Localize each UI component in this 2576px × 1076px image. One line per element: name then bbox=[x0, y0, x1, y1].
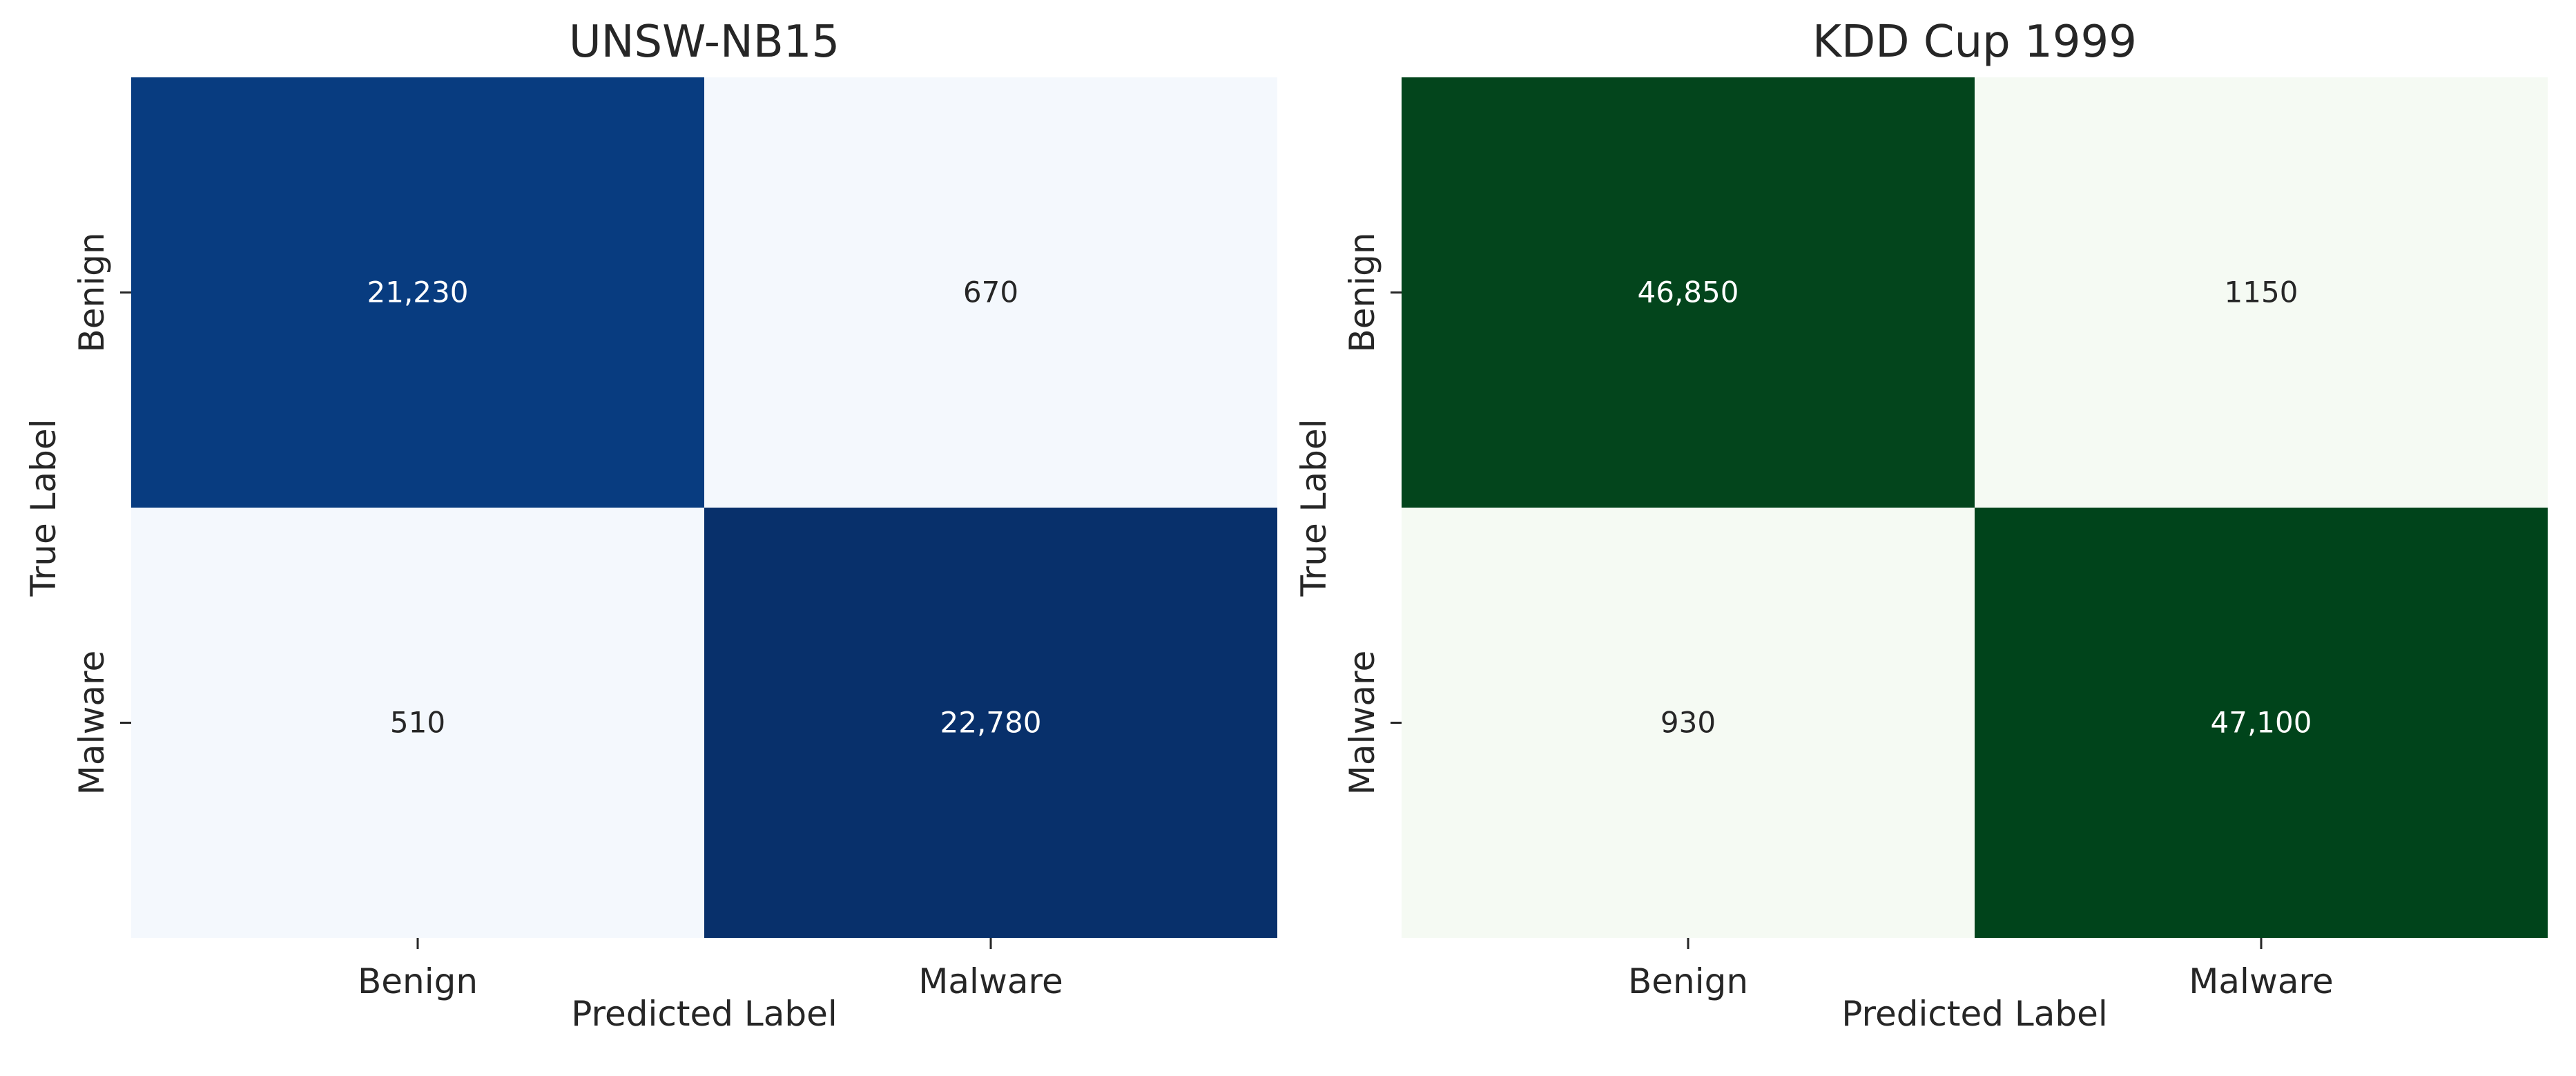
x-axis-label: Predicted Label bbox=[1841, 994, 2108, 1034]
heatmap-cell bbox=[131, 77, 704, 508]
cell-value-label: 47,100 bbox=[2211, 706, 2312, 740]
x-tick-label: Malware bbox=[2189, 961, 2333, 1001]
heatmap-cell bbox=[1402, 77, 1975, 508]
cell-value-label: 22,780 bbox=[940, 706, 1042, 740]
cell-value-label: 670 bbox=[963, 276, 1018, 309]
confusion-matrix-panel-2: 46,850 1150 930 47,100 KDD Cup 1999 Benign Mal… bbox=[1294, 17, 2548, 1034]
cell-value-label: 46,850 bbox=[1638, 276, 1739, 309]
cell-value-label: 1150 bbox=[2225, 276, 2298, 309]
heatmap-cell bbox=[1975, 508, 2548, 938]
chart-title: UNSW-NB15 bbox=[569, 17, 840, 68]
heatmap-cell bbox=[1975, 77, 2548, 508]
cell-value-label: 510 bbox=[390, 706, 445, 740]
cell-value-label: 930 bbox=[1660, 706, 1716, 740]
heatmap-cell bbox=[704, 508, 1277, 938]
cell-value-label: 21,230 bbox=[367, 276, 469, 309]
y-tick-label: Benign bbox=[1342, 232, 1382, 352]
x-axis-label: Predicted Label bbox=[571, 994, 837, 1034]
heatmap-cell bbox=[704, 77, 1277, 508]
x-tick-label: Benign bbox=[358, 961, 478, 1001]
y-axis-label: True Label bbox=[1294, 419, 1334, 597]
y-tick-label: Benign bbox=[72, 232, 112, 352]
y-tick-label: Malware bbox=[1342, 651, 1382, 795]
x-tick-label: Malware bbox=[918, 961, 1063, 1001]
chart-title: KDD Cup 1999 bbox=[1812, 17, 2137, 68]
y-tick-label: Malware bbox=[72, 651, 112, 795]
heatmap-cell bbox=[131, 508, 704, 938]
heatmap-cell bbox=[1402, 508, 1975, 938]
confusion-matrix-panel-1: 21,230 670 510 22,780 UNSW-NB15 Benign Malware… bbox=[23, 17, 1277, 1034]
y-axis-label: True Label bbox=[23, 419, 64, 597]
x-tick-label: Benign bbox=[1628, 961, 1748, 1001]
